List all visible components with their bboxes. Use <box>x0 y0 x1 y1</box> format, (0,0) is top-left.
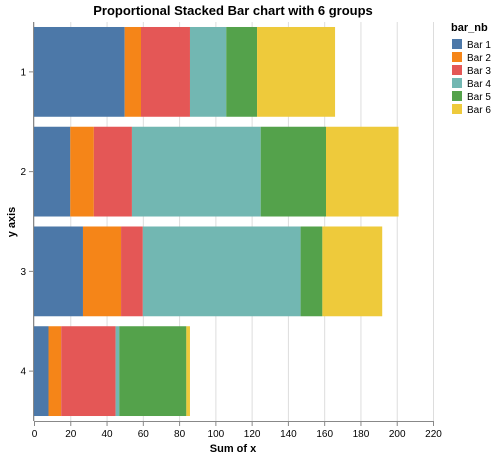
x-tick-label: 120 <box>244 429 261 440</box>
y-tick-label: 2 <box>20 167 26 178</box>
x-tick-label: 160 <box>316 429 333 440</box>
bar-segment-bar-5-group-3 <box>300 226 323 317</box>
bar-segment-bar-1-group-4 <box>34 326 49 417</box>
bars-layer <box>34 26 399 417</box>
x-tick-label: 20 <box>65 429 77 440</box>
bar-segment-bar-5-group-1 <box>226 26 258 117</box>
bar-segment-bar-3-group-1 <box>141 26 190 117</box>
legend-swatch-bar-1 <box>452 39 462 49</box>
bar-segment-bar-6-group-2 <box>325 126 399 217</box>
x-tick-label: 140 <box>280 429 297 440</box>
axes-layer: 0 20 40 60 80 100 120 140 160 180 200 220 1 2 3 4 <box>20 22 442 440</box>
bar-segment-bar-2-group-3 <box>82 226 122 317</box>
bar-segment-bar-6-group-4 <box>186 326 190 417</box>
bar-segment-bar-3-group-3 <box>121 226 143 317</box>
bar-segment-bar-4-group-1 <box>189 26 227 117</box>
legend: bar_nb Bar 1 Bar 2 Bar 3 Bar 4 Bar 5 Bar 6 <box>451 22 491 116</box>
x-axis-title: Sum of x <box>210 443 257 455</box>
y-tick-label: 4 <box>20 367 26 378</box>
legend-label: Bar 1 <box>467 40 491 51</box>
bar-segment-bar-6-group-3 <box>322 226 383 317</box>
legend-swatch-bar-6 <box>452 104 462 114</box>
legend-label: Bar 4 <box>467 79 491 90</box>
bar-segment-bar-3-group-4 <box>61 326 116 417</box>
y-axis-title: y axis <box>6 207 18 238</box>
bar-segment-bar-4-group-3 <box>142 226 301 317</box>
bar-segment-bar-3-group-2 <box>93 126 132 217</box>
y-tick-label: 3 <box>20 267 26 278</box>
bar-segment-bar-1-group-2 <box>34 126 71 217</box>
bar-segment-bar-1-group-3 <box>34 226 83 317</box>
legend-swatch-bar-3 <box>452 65 462 75</box>
legend-swatch-bar-2 <box>452 52 462 62</box>
bar-segment-bar-2-group-4 <box>48 326 62 417</box>
x-tick-label: 200 <box>389 429 406 440</box>
bar-segment-bar-5-group-2 <box>260 126 326 217</box>
chart-title: Proportional Stacked Bar chart with 6 gr… <box>93 3 373 18</box>
bar-segment-bar-2-group-1 <box>124 26 142 117</box>
x-tick-label: 80 <box>174 429 186 440</box>
legend-label: Bar 3 <box>467 66 491 77</box>
legend-swatch-bar-5 <box>452 91 462 101</box>
y-tick-label: 1 <box>20 67 26 78</box>
bar-segment-bar-6-group-1 <box>257 26 336 117</box>
x-tick-label: 40 <box>101 429 113 440</box>
bar-segment-bar-5-group-4 <box>119 326 187 417</box>
bar-segment-bar-4-group-4 <box>115 326 120 417</box>
bar-segment-bar-2-group-2 <box>70 126 94 217</box>
legend-label: Bar 2 <box>467 53 491 64</box>
x-tick-label: 0 <box>32 429 38 440</box>
legend-label: Bar 5 <box>467 92 491 103</box>
legend-swatch-bar-4 <box>452 78 462 88</box>
x-tick-label: 220 <box>425 429 442 440</box>
legend-title: bar_nb <box>451 22 488 34</box>
x-tick-label: 60 <box>138 429 150 440</box>
x-tick-label: 180 <box>353 429 370 440</box>
bar-segment-bar-4-group-2 <box>131 126 261 217</box>
legend-label: Bar 6 <box>467 105 491 116</box>
bar-segment-bar-1-group-1 <box>34 26 125 117</box>
x-tick-label: 100 <box>208 429 225 440</box>
